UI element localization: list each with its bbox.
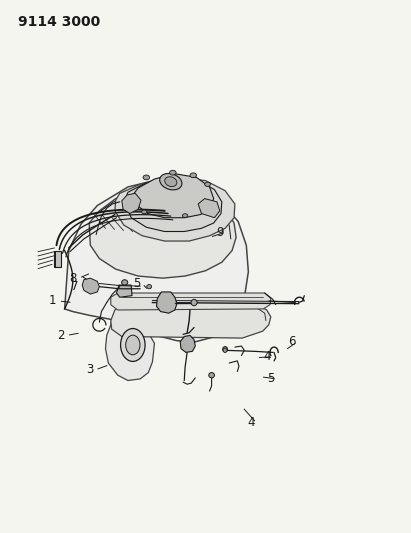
Text: 6: 6 xyxy=(288,335,296,348)
Polygon shape xyxy=(65,179,248,342)
Ellipse shape xyxy=(142,210,147,214)
Ellipse shape xyxy=(191,300,197,306)
Text: 7: 7 xyxy=(72,280,79,293)
Polygon shape xyxy=(89,186,236,278)
Polygon shape xyxy=(111,293,271,310)
Ellipse shape xyxy=(120,328,145,361)
Text: 1: 1 xyxy=(49,294,56,308)
Text: 8: 8 xyxy=(69,272,77,285)
Ellipse shape xyxy=(170,170,176,175)
Text: 5: 5 xyxy=(133,277,140,290)
Polygon shape xyxy=(82,278,99,294)
Ellipse shape xyxy=(205,182,210,187)
Polygon shape xyxy=(180,335,195,352)
Text: 2: 2 xyxy=(57,329,65,342)
Polygon shape xyxy=(111,301,271,338)
Ellipse shape xyxy=(160,173,182,190)
Polygon shape xyxy=(115,177,235,241)
Polygon shape xyxy=(134,174,214,217)
Text: 9: 9 xyxy=(216,225,224,239)
Ellipse shape xyxy=(190,173,196,177)
Polygon shape xyxy=(126,176,222,231)
Polygon shape xyxy=(157,292,177,313)
Ellipse shape xyxy=(165,177,177,187)
Polygon shape xyxy=(116,285,132,297)
Ellipse shape xyxy=(209,373,215,378)
Bar xyxy=(54,251,61,266)
Polygon shape xyxy=(198,199,220,217)
Ellipse shape xyxy=(182,214,188,217)
Ellipse shape xyxy=(223,348,227,352)
Ellipse shape xyxy=(143,175,150,180)
Text: 3: 3 xyxy=(86,364,93,376)
Ellipse shape xyxy=(126,335,140,355)
Text: 9114 3000: 9114 3000 xyxy=(18,14,100,29)
Ellipse shape xyxy=(122,280,128,285)
Polygon shape xyxy=(106,319,155,381)
Polygon shape xyxy=(122,193,141,214)
Ellipse shape xyxy=(223,346,228,352)
Text: 4: 4 xyxy=(247,416,254,430)
Text: 5: 5 xyxy=(268,373,275,385)
Ellipse shape xyxy=(147,285,152,289)
Text: 4: 4 xyxy=(263,350,271,363)
